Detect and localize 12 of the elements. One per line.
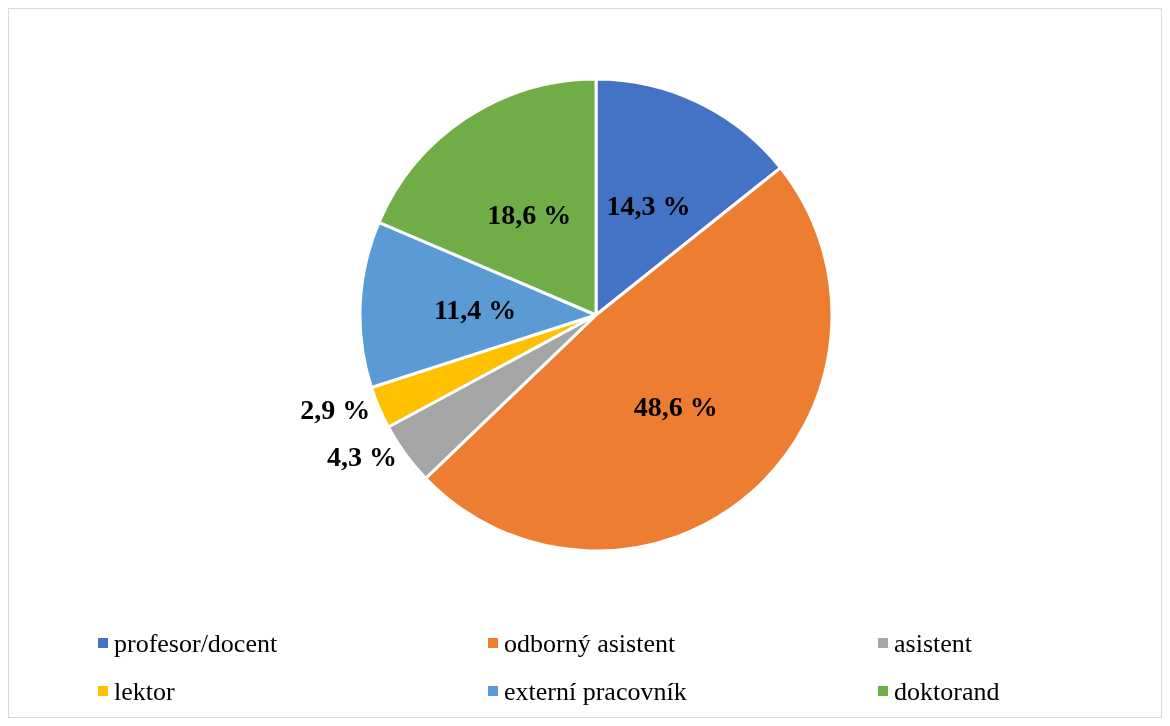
legend-label: odborný asistent [504,628,676,658]
legend-label: doktorand [894,676,1000,706]
data-label: 4,3 % [326,440,397,472]
data-label: 48,6 % [633,390,718,422]
data-label: 14,3 % [606,190,691,222]
data-label: 11,4 % [433,294,517,325]
legend-label: asistent [894,628,973,658]
legend-label: lektor [114,676,175,706]
data-label: 2,9 % [300,393,371,425]
data-label: 18,6 % [487,198,572,230]
legend-label: externí pracovník [504,676,687,706]
legend-label: profesor/docent [114,628,278,658]
